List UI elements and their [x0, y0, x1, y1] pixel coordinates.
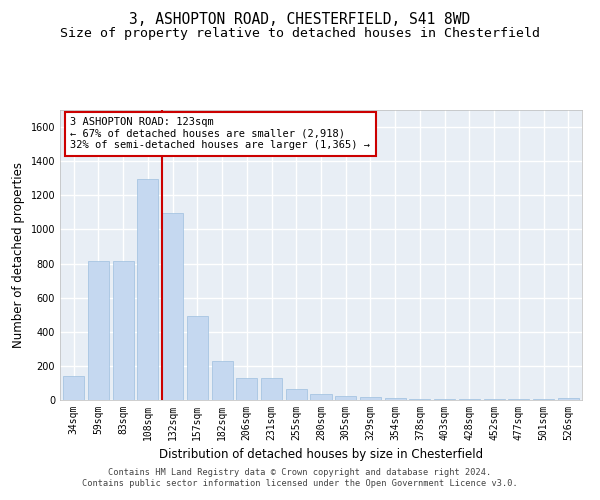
Bar: [335, 396, 356, 400]
Text: 3 ASHOPTON ROAD: 123sqm
← 67% of detached houses are smaller (2,918)
32% of semi: 3 ASHOPTON ROAD: 123sqm ← 67% of detache…: [70, 117, 370, 150]
Bar: [88, 261, 109, 400]
Bar: [459, 399, 480, 400]
Bar: [385, 398, 406, 400]
Bar: [434, 399, 455, 400]
Bar: [236, 378, 257, 400]
Bar: [137, 179, 158, 400]
Text: Contains HM Land Registry data © Crown copyright and database right 2024.
Contai: Contains HM Land Registry data © Crown c…: [82, 468, 518, 487]
Bar: [508, 399, 529, 400]
Bar: [63, 376, 84, 400]
Bar: [360, 398, 381, 400]
Bar: [261, 378, 282, 400]
Bar: [212, 361, 233, 400]
Text: Size of property relative to detached houses in Chesterfield: Size of property relative to detached ho…: [60, 28, 540, 40]
Bar: [533, 399, 554, 400]
Text: 3, ASHOPTON ROAD, CHESTERFIELD, S41 8WD: 3, ASHOPTON ROAD, CHESTERFIELD, S41 8WD: [130, 12, 470, 28]
X-axis label: Distribution of detached houses by size in Chesterfield: Distribution of detached houses by size …: [159, 448, 483, 462]
Bar: [162, 213, 183, 400]
Bar: [187, 316, 208, 400]
Bar: [409, 399, 430, 400]
Bar: [484, 399, 505, 400]
Bar: [310, 394, 332, 400]
Bar: [558, 398, 579, 400]
Bar: [113, 261, 134, 400]
Bar: [286, 389, 307, 400]
Y-axis label: Number of detached properties: Number of detached properties: [12, 162, 25, 348]
